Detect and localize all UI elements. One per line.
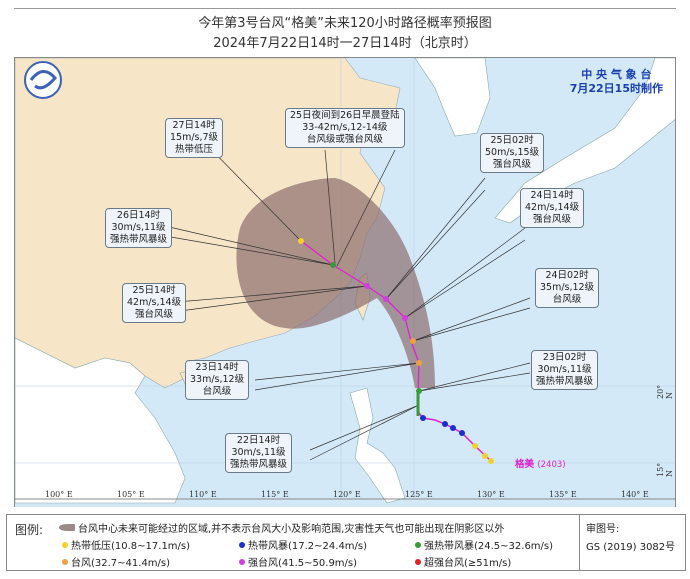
legend-item: 强台风(41.5~50.9m/s) — [239, 554, 357, 569]
lon-label-115: 115° E — [261, 490, 289, 499]
label-26-14: 26日14时 30m/s,11级 强热带风暴级 — [105, 208, 173, 248]
forecast-points — [298, 238, 422, 394]
legend-item-label: 热带低压(10.8~17.1m/s) — [71, 541, 191, 552]
label-27-14: 27日14时 15m/s,7级 热带低压 — [165, 118, 224, 158]
lon-label-120: 120° E — [333, 490, 361, 499]
legend-item: 热带低压(10.8~17.1m/s) — [62, 537, 190, 552]
dot-icon — [239, 541, 245, 548]
cone-swatch-icon — [59, 524, 75, 531]
lon-label-135: 135° E — [549, 490, 577, 499]
top-rule — [14, 8, 676, 9]
label-23-02: 23日02时 30m/s,11级 强热带风暴级 — [531, 350, 599, 390]
lon-label-110: 110° E — [189, 490, 217, 499]
label-25-02: 25日02时 50m/s,15级 强台风级 — [480, 133, 545, 173]
legend-item-label: 台风(32.7~41.4m/s) — [71, 558, 171, 569]
label-24-02: 24日02时 35m/s,12级 台风级 — [535, 268, 600, 308]
dot-icon — [239, 558, 245, 565]
dot-icon — [415, 558, 421, 565]
japan — [494, 58, 675, 224]
lon-label-130: 130° E — [477, 490, 505, 499]
lon-label-100: 100° E — [45, 490, 73, 499]
legend-item: 超强台风(≥51m/s) — [415, 554, 511, 569]
legend-title: 图例: — [15, 523, 44, 537]
probability-cone — [236, 178, 435, 388]
lon-label-105: 105° E — [117, 490, 145, 499]
legend-item: 强热带风暴(24.5~32.6m/s) — [415, 537, 553, 552]
legend-item-label: 强热带风暴(24.5~32.6m/s) — [424, 541, 554, 552]
label-23-14: 23日14时 33m/s,12级 台风级 — [185, 360, 250, 400]
legend-item: 热带风暴(17.2~24.4m/s) — [239, 537, 367, 552]
cma-logo — [24, 61, 62, 99]
cma-logo-swirl — [29, 70, 57, 90]
dot-icon — [62, 558, 68, 565]
legend-item: 台风(32.7~41.4m/s) — [62, 554, 170, 569]
map-subtitle: 2024年7月22日14时一27日14时（北京时） — [213, 36, 477, 51]
leader-lines — [164, 137, 531, 461]
typhoon-name-label: 格美 (2403) — [515, 459, 566, 470]
typhoon-track-map: 中 央 气 象 台 7月22日15时制作 27日14时 15m/s,7级 热带低压 … — [14, 57, 676, 507]
philippines — [349, 387, 406, 504]
past-track-points — [420, 415, 494, 464]
legend: 图例: 台风中心未来可能经过的区域,并不表示台风大小及影响范围,灾害性天气也可能… — [6, 514, 686, 571]
review-number: 审图号: GS (2019) 3082号 — [579, 515, 686, 570]
review-label: 审图号: — [586, 524, 620, 535]
lat-label-15: 15° N — [656, 462, 674, 477]
issue-time: 7月22日15时制作 — [569, 82, 663, 95]
label-24-14: 24日14时 42m/s,14级 强台风级 — [520, 188, 585, 228]
agency-stamp: 中 央 气 象 台 7月22日15时制作 — [570, 68, 663, 96]
dot-icon — [415, 541, 421, 548]
agency-name: 中 央 气 象 台 — [581, 68, 652, 81]
legend-cone-text: 台风中心未来可能经过的区域,并不表示台风大小及影响范围,灾害性天气也可能出现在阴… — [78, 524, 505, 535]
review-no: GS (2019) 3082号 — [586, 542, 676, 553]
legend-item-label: 超强台风(≥51m/s) — [424, 558, 512, 569]
legend-item-label: 热带风暴(17.2~24.4m/s) — [248, 541, 368, 552]
legend-item-label: 强台风(41.5~50.9m/s) — [248, 558, 358, 569]
label-landfall: 25日夜间到26日早晨登陆 33-42m/s,12-14级 台风级或强台风级 — [285, 108, 405, 148]
map-title: 今年第3号台风“格美”未来120小时路径概率预报图 — [198, 16, 492, 31]
forecast-track — [300, 240, 420, 394]
label-22-14: 22日14时 30m/s,11级 强热带风暴级 — [225, 433, 293, 473]
dot-icon — [62, 541, 68, 548]
label-25-14: 25日14时 42m/s,14级 强台风级 — [122, 283, 187, 323]
korea — [414, 58, 491, 137]
lon-label-125: 125° E — [405, 490, 433, 499]
lat-label-20: 20° N — [656, 384, 674, 399]
lon-label-140: 140° E — [621, 490, 649, 499]
legend-cone: 台风中心未来可能经过的区域,并不表示台风大小及影响范围,灾害性天气也可能出现在阴… — [59, 520, 504, 535]
